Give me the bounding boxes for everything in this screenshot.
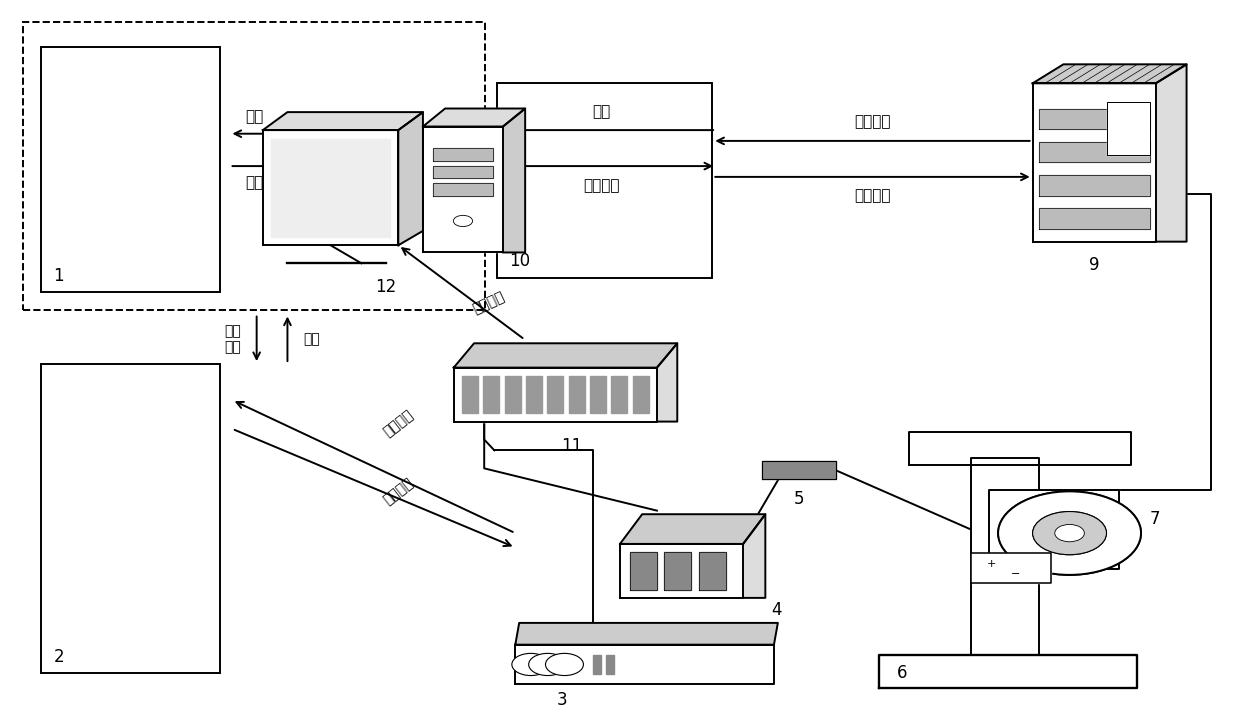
Text: 3: 3 xyxy=(557,692,567,710)
Polygon shape xyxy=(1033,64,1187,83)
Text: 11: 11 xyxy=(562,438,583,456)
Text: 反馈控制: 反馈控制 xyxy=(854,188,890,202)
Polygon shape xyxy=(272,139,389,237)
Polygon shape xyxy=(484,376,500,414)
Polygon shape xyxy=(423,127,503,253)
Polygon shape xyxy=(503,108,526,253)
Circle shape xyxy=(1033,512,1106,555)
Text: 通讯: 通讯 xyxy=(593,104,610,119)
Text: 通讯: 通讯 xyxy=(304,332,320,346)
Polygon shape xyxy=(990,490,1118,569)
Polygon shape xyxy=(1033,83,1156,242)
FancyBboxPatch shape xyxy=(497,83,712,277)
FancyBboxPatch shape xyxy=(41,47,219,292)
Polygon shape xyxy=(505,376,521,414)
Text: 数据传输: 数据传输 xyxy=(381,408,415,440)
Polygon shape xyxy=(1039,208,1149,229)
Polygon shape xyxy=(423,108,526,127)
Polygon shape xyxy=(516,645,774,684)
Circle shape xyxy=(998,491,1141,575)
Polygon shape xyxy=(1156,64,1187,242)
Polygon shape xyxy=(593,654,600,674)
Text: 数据传输: 数据传输 xyxy=(470,289,506,316)
Polygon shape xyxy=(590,376,606,414)
Circle shape xyxy=(998,491,1141,575)
Text: 7: 7 xyxy=(1149,510,1161,528)
Text: +: + xyxy=(650,521,660,534)
Polygon shape xyxy=(630,552,657,590)
Text: 4: 4 xyxy=(771,601,782,620)
Polygon shape xyxy=(632,376,649,414)
Polygon shape xyxy=(879,655,1137,688)
Polygon shape xyxy=(461,376,479,414)
Text: +: + xyxy=(986,559,996,569)
Polygon shape xyxy=(971,553,1052,584)
Polygon shape xyxy=(526,376,542,414)
Text: 10: 10 xyxy=(510,253,531,270)
Polygon shape xyxy=(263,130,398,245)
Text: 6: 6 xyxy=(897,664,908,682)
Polygon shape xyxy=(743,514,765,598)
Text: 指导: 指导 xyxy=(246,175,263,191)
Text: −: − xyxy=(1011,569,1019,579)
Text: −: − xyxy=(694,530,706,543)
Circle shape xyxy=(1055,524,1084,542)
Text: 9: 9 xyxy=(1089,256,1100,274)
Polygon shape xyxy=(761,461,836,479)
Polygon shape xyxy=(569,376,585,414)
Text: 数据
传输: 数据 传输 xyxy=(224,324,241,354)
Polygon shape xyxy=(263,112,423,130)
Polygon shape xyxy=(547,376,563,414)
Text: 8: 8 xyxy=(1058,559,1068,577)
Polygon shape xyxy=(620,514,765,544)
Circle shape xyxy=(1033,512,1106,555)
Text: 1: 1 xyxy=(53,267,64,285)
Text: 反馈控制: 反馈控制 xyxy=(381,475,415,507)
Polygon shape xyxy=(433,165,494,178)
Polygon shape xyxy=(657,344,677,422)
Polygon shape xyxy=(1039,108,1149,130)
Polygon shape xyxy=(606,654,614,674)
Polygon shape xyxy=(1039,142,1149,162)
Polygon shape xyxy=(433,183,494,196)
Polygon shape xyxy=(516,623,777,645)
Circle shape xyxy=(512,653,549,676)
Polygon shape xyxy=(611,376,627,414)
Polygon shape xyxy=(398,112,423,245)
Polygon shape xyxy=(620,544,743,598)
Polygon shape xyxy=(1106,103,1149,154)
Polygon shape xyxy=(699,552,725,590)
Polygon shape xyxy=(1039,175,1149,196)
Text: 更新: 更新 xyxy=(246,109,263,124)
Polygon shape xyxy=(909,432,1131,464)
Polygon shape xyxy=(665,552,692,590)
Text: 5: 5 xyxy=(794,490,804,508)
Polygon shape xyxy=(971,458,1039,655)
Polygon shape xyxy=(454,368,657,422)
FancyBboxPatch shape xyxy=(41,364,219,673)
Text: 数据传输: 数据传输 xyxy=(583,178,620,194)
Polygon shape xyxy=(454,344,677,368)
Text: 数据传输: 数据传输 xyxy=(854,114,890,129)
Circle shape xyxy=(454,215,472,226)
Circle shape xyxy=(546,653,583,676)
Circle shape xyxy=(528,653,567,676)
Text: 2: 2 xyxy=(53,648,64,666)
Text: 12: 12 xyxy=(376,277,397,296)
Polygon shape xyxy=(433,148,494,160)
